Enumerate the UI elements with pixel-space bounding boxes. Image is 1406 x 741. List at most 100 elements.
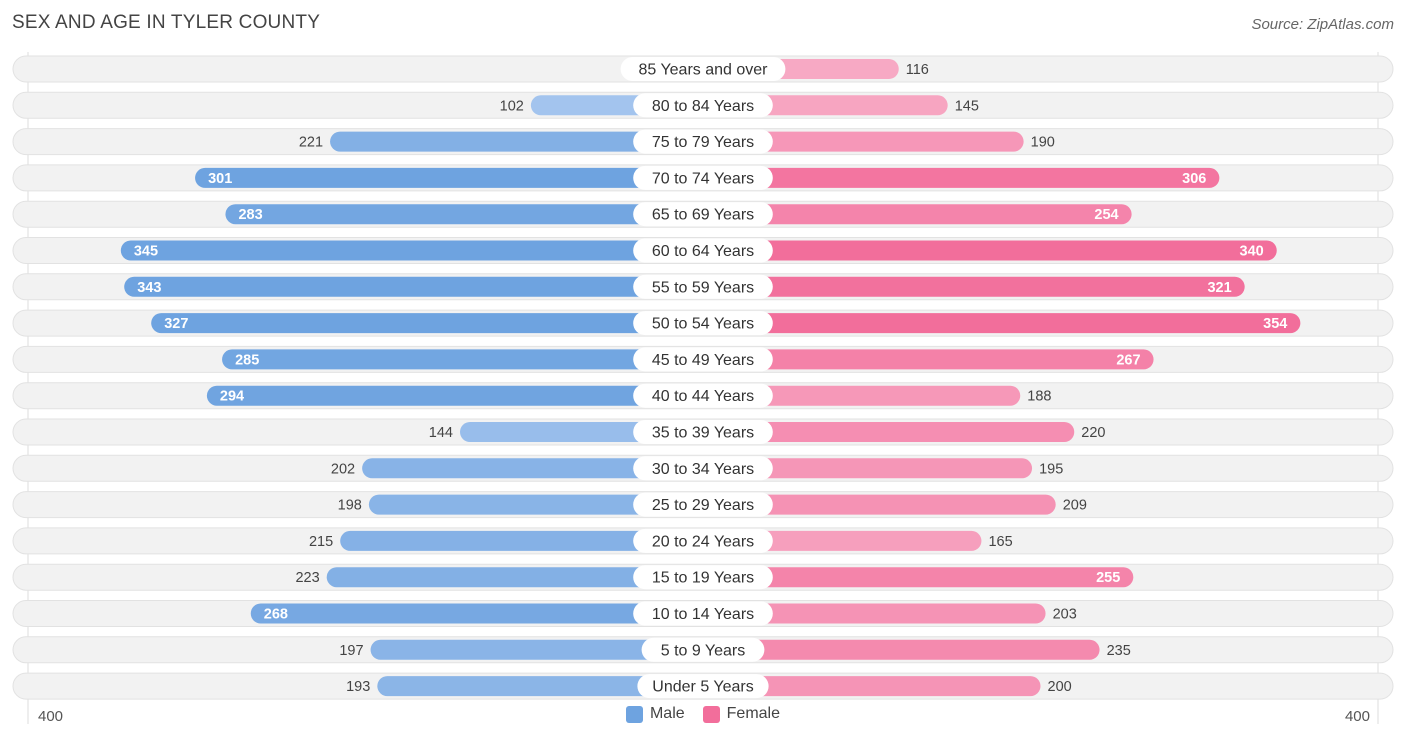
- bar-female: [703, 422, 1075, 442]
- value-label-female: 321: [1207, 280, 1231, 296]
- bar-male: [222, 349, 703, 370]
- category-pill: [633, 383, 773, 408]
- category-label: 55 to 59 Years: [652, 279, 754, 296]
- bar-female: [703, 639, 1100, 660]
- bar-female: [703, 458, 1033, 479]
- bar-male: [370, 639, 703, 660]
- value-label-female: 340: [1240, 244, 1264, 260]
- value-label-female: 165: [988, 534, 1012, 550]
- category-pill: [633, 528, 773, 553]
- category-label: 75 to 79 Years: [652, 134, 754, 151]
- value-label-female: 188: [1027, 389, 1051, 405]
- category-label: 10 to 14 Years: [652, 606, 754, 623]
- bar-male: [340, 530, 703, 551]
- category-label: 80 to 84 Years: [652, 98, 754, 115]
- bar-male: [368, 494, 703, 515]
- category-pill: [633, 456, 773, 481]
- value-label-female: 145: [955, 98, 979, 114]
- bar-female: [703, 131, 1024, 152]
- category-label: 40 to 44 Years: [652, 388, 754, 405]
- value-label-female: 235: [1107, 643, 1131, 659]
- value-label-female: 195: [1039, 461, 1063, 477]
- bar-female: [703, 167, 1220, 188]
- category-label: 85 Years and over: [639, 62, 769, 79]
- category-label: 60 to 64 Years: [652, 243, 754, 260]
- category-label: 45 to 49 Years: [652, 352, 754, 369]
- category-pill: [633, 93, 773, 118]
- bar-female: [703, 313, 1301, 334]
- category-pill: [633, 129, 773, 154]
- bar-female: [703, 276, 1245, 297]
- bar-male: [195, 167, 703, 188]
- bar-male: [362, 458, 703, 479]
- category-label: 70 to 74 Years: [652, 170, 754, 187]
- category-pill: [633, 492, 773, 517]
- bar-male: [330, 131, 703, 152]
- bar-male: [377, 676, 703, 697]
- bar-female: [703, 603, 1046, 624]
- category-pill: [641, 637, 765, 662]
- category-label: 5 to 9 Years: [661, 642, 746, 659]
- bar-male: [225, 204, 703, 225]
- value-label-male: 193: [346, 679, 370, 695]
- value-label-male: 221: [299, 135, 323, 151]
- category-label: 65 to 69 Years: [652, 207, 754, 224]
- value-label-male: 345: [134, 244, 158, 260]
- bar-male: [206, 385, 703, 406]
- bar-female: [703, 567, 1134, 588]
- bar-female: [703, 240, 1277, 261]
- bar-male: [151, 313, 703, 334]
- value-label-male: 197: [339, 643, 363, 659]
- category-label: 30 to 34 Years: [652, 461, 754, 478]
- bar-male: [120, 240, 703, 261]
- value-label-male: 202: [331, 461, 355, 477]
- category-pill: [633, 311, 773, 336]
- value-label-female: 190: [1031, 135, 1055, 151]
- category-label: 50 to 54 Years: [652, 316, 754, 333]
- category-label: Under 5 Years: [652, 679, 753, 696]
- category-label: 25 to 29 Years: [652, 497, 754, 514]
- value-label-male: 283: [238, 207, 262, 223]
- value-label-male: 198: [338, 498, 362, 514]
- value-label-male: 285: [235, 352, 259, 368]
- value-label-male: 215: [309, 534, 333, 550]
- value-label-female: 116: [906, 62, 929, 78]
- category-pill: [620, 57, 786, 81]
- bar-male: [124, 276, 703, 297]
- legend-item-male[interactable]: Male: [625, 705, 685, 723]
- value-label-female: 209: [1063, 498, 1087, 514]
- value-label-male: 301: [208, 171, 232, 187]
- value-label-male: 102: [500, 98, 524, 114]
- value-label-male: 223: [295, 570, 319, 586]
- source-label: Source: ZipAtlas.com: [1251, 16, 1394, 33]
- legend-item-female[interactable]: Female: [702, 705, 781, 723]
- value-label-female: 200: [1048, 679, 1072, 695]
- legend-label-female: Female: [726, 705, 781, 722]
- category-pill: [633, 238, 773, 263]
- value-label-female: 267: [1116, 352, 1140, 368]
- legend-label-male: Male: [649, 705, 685, 722]
- category-pill: [633, 274, 773, 299]
- value-label-female: 354: [1263, 316, 1287, 332]
- value-label-female: 220: [1081, 425, 1105, 441]
- category-label: 20 to 24 Years: [652, 533, 754, 550]
- legend-swatch-male: [625, 705, 643, 723]
- category-label: 35 to 39 Years: [652, 425, 754, 442]
- value-label-male: 144: [429, 425, 453, 441]
- bar-female: [703, 385, 1021, 406]
- value-label-female: 306: [1182, 171, 1206, 187]
- bar-female: [703, 204, 1132, 225]
- category-pill: [633, 420, 773, 444]
- bar-male: [326, 567, 703, 588]
- category-pill: [637, 674, 769, 699]
- bar-female: [703, 349, 1154, 370]
- category-label: 15 to 19 Years: [652, 570, 754, 587]
- category-pill: [633, 601, 773, 626]
- value-label-male: 327: [164, 316, 188, 332]
- axis-tick-left: 400: [38, 708, 64, 725]
- category-pill: [633, 202, 773, 227]
- legend-swatch-female: [702, 705, 720, 723]
- legend: Male Female: [0, 705, 1406, 723]
- value-label-female: 254: [1094, 207, 1118, 223]
